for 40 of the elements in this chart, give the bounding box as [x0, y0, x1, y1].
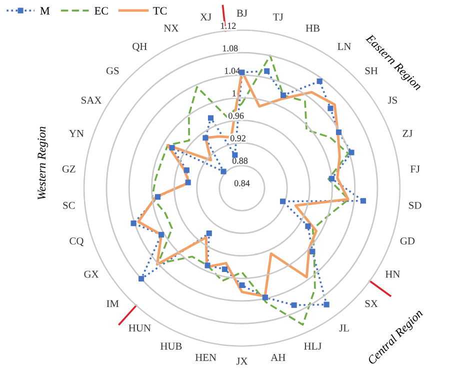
spoke-label: GX — [84, 270, 99, 278]
y-tick-label: 1.04 — [225, 68, 240, 74]
y-tick-label: 0.84 — [234, 180, 250, 186]
spoke-label: LN — [338, 42, 351, 50]
spoke-label: JS — [388, 96, 397, 104]
spoke-label: SD — [409, 202, 422, 209]
spoke-label: YN — [69, 130, 84, 137]
y-tick-label: 0.92 — [230, 135, 246, 142]
spoke-label: FJ — [410, 166, 420, 173]
legend-label: EC — [94, 7, 108, 15]
y-tick-label: 1 — [232, 90, 236, 96]
spoke-label: GD — [400, 237, 415, 244]
legend-label: TC — [153, 7, 167, 15]
spoke-label: JX — [236, 358, 248, 365]
spoke-label: GS — [106, 67, 119, 74]
spoke-label: JL — [339, 324, 349, 332]
spoke-label: HN — [385, 270, 400, 278]
legend-label: M — [40, 7, 50, 14]
spoke-label: GZ — [62, 166, 76, 173]
spoke-label: HEN — [195, 354, 216, 361]
y-tick-label: 0.88 — [232, 158, 248, 164]
spoke-label: BJ — [236, 10, 248, 17]
spoke-label: SC — [63, 202, 75, 209]
spoke-label: SAX — [82, 96, 102, 104]
spoke-label: SX — [365, 300, 378, 308]
spoke-label: HLJ — [304, 342, 322, 350]
spoke-label: TJ — [273, 14, 284, 20]
spoke-label: HUN — [128, 324, 151, 332]
spoke-label: IM — [106, 300, 119, 308]
spoke-label: ZJ — [402, 130, 412, 137]
spoke-label: HB — [306, 24, 320, 32]
spoke-label: HUB — [160, 342, 182, 350]
y-tick-label: 1.08 — [223, 45, 238, 52]
spoke-label: SH — [365, 67, 378, 74]
spoke-label: QH — [132, 42, 147, 52]
spoke-label: CQ — [70, 237, 84, 246]
spoke-label: XJ — [200, 14, 212, 20]
spoke-label: NX — [164, 24, 179, 32]
text: Western Region — [38, 126, 48, 200]
spoke-label: AH — [270, 354, 286, 361]
